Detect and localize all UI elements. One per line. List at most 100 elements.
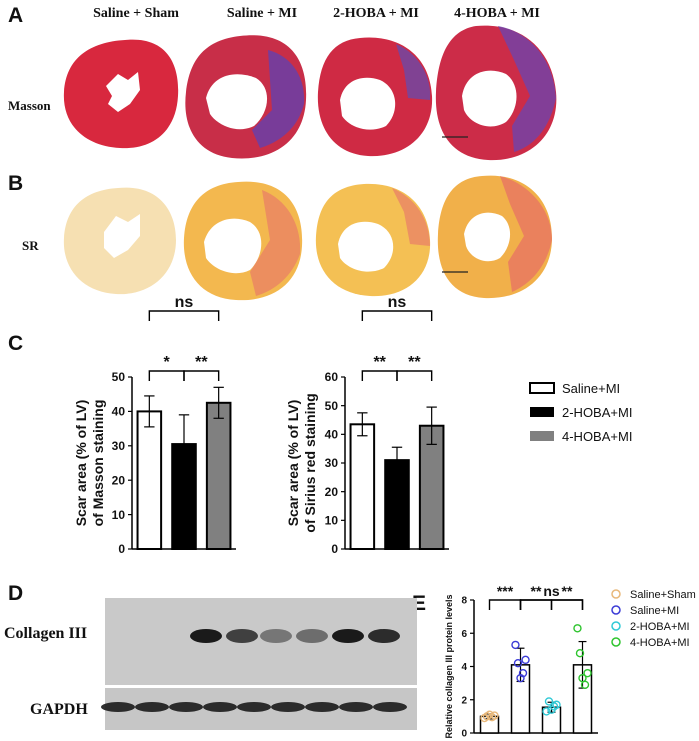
row-label-sr: SR — [22, 238, 39, 253]
data-point — [490, 711, 499, 720]
y-tick-label: 2 — [461, 695, 467, 706]
legend-swatch-4hoba-mi — [530, 431, 554, 441]
panel-label-a: A — [8, 4, 23, 27]
y-tick-label: 6 — [461, 629, 467, 640]
data-point — [485, 710, 494, 719]
significance-bracket — [550, 599, 584, 610]
significance-label: * — [164, 354, 171, 371]
panel-label-b: B — [8, 172, 23, 195]
blot-membrane-collagen — [105, 598, 417, 685]
significance-label: ns — [175, 294, 194, 311]
y-axis-label: Scar area (% of LV) — [73, 400, 89, 527]
gapdh-band — [339, 702, 373, 712]
collagen-band — [260, 629, 292, 643]
data-point — [544, 697, 554, 706]
collagen-band — [226, 629, 258, 643]
y-tick-label: 0 — [461, 729, 467, 740]
gapdh-band — [271, 702, 305, 712]
significance-bracket — [519, 599, 584, 610]
significance-bracket — [183, 370, 220, 381]
y-tick-label: 30 — [112, 439, 126, 453]
gapdh-band — [203, 702, 237, 712]
legend-label-2hoba-mi: 2-HOBA+MI — [562, 405, 632, 420]
y-tick-label: 20 — [325, 485, 339, 499]
significance-label: ** — [531, 583, 542, 599]
y-tick-label: 30 — [325, 456, 339, 470]
significance-label: ** — [562, 583, 573, 599]
data-point — [542, 707, 551, 716]
y-tick-label: 60 — [325, 370, 339, 384]
collagen-band — [332, 629, 364, 643]
y-tick-label: 0 — [331, 542, 338, 556]
bar-saline-mi — [136, 410, 163, 550]
legend-label-saline-mi: Saline+MI — [562, 381, 620, 396]
legend-swatch-2hoba-mi — [530, 407, 554, 417]
legend-marker-4hoba-mi — [611, 637, 621, 647]
y-tick-label: 8 — [461, 596, 467, 607]
data-point — [583, 668, 592, 678]
column-header-4hoba-mi: 4-HOBA + MI — [454, 6, 540, 21]
gapdh-band — [135, 702, 169, 712]
column-header-saline-sham: Saline + Sham — [93, 6, 179, 21]
significance-label: ns — [543, 583, 560, 599]
masson-heart-saline-mi — [185, 35, 307, 159]
data-point — [516, 673, 525, 683]
masson-heart-2hoba-mi — [317, 37, 433, 157]
y-tick-label: 40 — [112, 405, 126, 419]
blot-label-gapdh: GAPDH — [30, 701, 88, 718]
significance-bracket — [148, 310, 220, 321]
gapdh-band — [237, 702, 271, 712]
legend-panel-e: Saline+Sham Saline+MI 2-HOBA+MI 4-HOBA+M… — [611, 589, 696, 649]
legend-label-4hoba-mi: 4-HOBA+MI — [562, 429, 632, 444]
data-point — [518, 668, 528, 678]
legend-e-label-saline-sham: Saline+Sham — [630, 589, 696, 601]
y-tick-label: 10 — [325, 514, 339, 528]
panel-label-c: C — [8, 332, 23, 355]
significance-bracket — [519, 599, 553, 610]
masson-heart-4hoba-mi — [435, 25, 557, 161]
y-axis-label: of Masson staining — [90, 400, 106, 527]
chart-collagen-iii-protein: 0 2 4 6 8 Relative collagen III protein level… — [444, 583, 598, 740]
y-axis-label: Scar area (% of LV) — [285, 400, 301, 527]
masson-heart-sham — [63, 39, 179, 149]
y-tick-label: 4 — [461, 662, 467, 673]
sr-heart-2hoba-mi — [315, 183, 431, 297]
gapdh-band — [373, 702, 407, 712]
significance-label: *** — [497, 583, 514, 599]
significance-label: ** — [373, 354, 386, 371]
panel-label-d: D — [8, 582, 23, 605]
gapdh-band — [169, 702, 203, 712]
y-axis-label: of Sirius red staining — [302, 393, 318, 532]
y-tick-label: 50 — [112, 370, 126, 384]
significance-bracket — [148, 370, 185, 381]
legend-marker-2hoba-mi — [611, 621, 621, 631]
western-blot: Collagen III GAPDH — [4, 598, 417, 730]
significance-bracket — [396, 370, 433, 381]
significance-bracket — [361, 370, 398, 381]
data-point — [511, 640, 520, 650]
row-label-masson: Masson — [8, 98, 51, 113]
data-point — [552, 700, 561, 709]
data-point — [580, 680, 590, 689]
legend-e-label-saline-mi: Saline+MI — [630, 605, 679, 617]
column-header-saline-mi: Saline + MI — [227, 6, 297, 21]
bar-saline-mi — [349, 423, 376, 550]
significance-label: ns — [388, 294, 407, 311]
chart-sirius-red-scar-area: 0 10 20 30 40 50 60 Scar area (% of LV) of Siriu… — [285, 294, 449, 556]
sr-heart-4hoba-mi — [437, 175, 552, 299]
significance-label: ** — [195, 354, 208, 371]
y-tick-label: 50 — [325, 399, 339, 413]
legend-e-label-4hoba-mi: 4-HOBA+MI — [630, 637, 690, 649]
legend-e-label-2hoba-mi: 2-HOBA+MI — [630, 621, 690, 633]
y-tick-label: 0 — [118, 542, 125, 556]
gapdh-band — [101, 702, 135, 712]
significance-label: ** — [408, 354, 421, 371]
collagen-band — [190, 629, 222, 643]
gapdh-band — [305, 702, 339, 712]
y-tick-label: 40 — [325, 428, 339, 442]
legend-marker-saline-mi — [611, 605, 621, 615]
blot-label-collagen-iii: Collagen III — [4, 625, 87, 642]
legend-panel-c: Saline+MI 2-HOBA+MI 4-HOBA+MI — [529, 381, 632, 444]
bar-4-hoba-mi — [205, 401, 232, 550]
